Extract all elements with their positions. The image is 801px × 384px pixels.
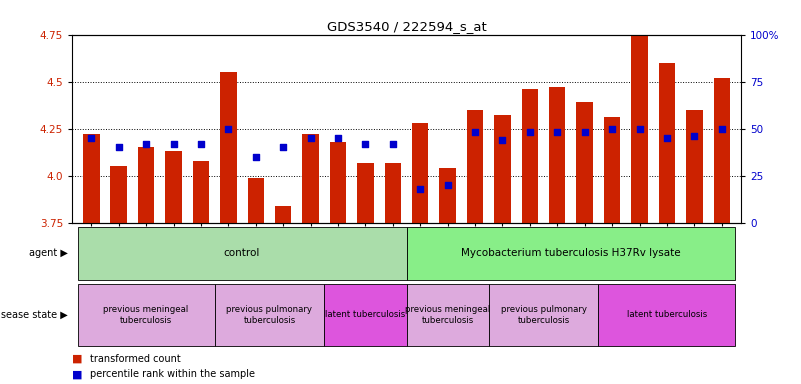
Point bbox=[688, 133, 701, 139]
Bar bbox=[111, 166, 127, 223]
Bar bbox=[330, 142, 346, 223]
Text: previous pulmonary
tuberculosis: previous pulmonary tuberculosis bbox=[227, 305, 312, 324]
Bar bbox=[384, 162, 401, 223]
Bar bbox=[165, 151, 182, 223]
Bar bbox=[407, 227, 735, 280]
Bar bbox=[412, 123, 429, 223]
Bar bbox=[138, 147, 155, 223]
Bar bbox=[407, 284, 489, 346]
Point bbox=[661, 135, 674, 141]
Bar bbox=[489, 284, 598, 346]
Bar bbox=[631, 1, 648, 223]
Text: latent tuberculosis: latent tuberculosis bbox=[325, 310, 405, 319]
Text: latent tuberculosis: latent tuberculosis bbox=[627, 310, 707, 319]
Bar bbox=[220, 72, 236, 223]
Point bbox=[167, 141, 180, 147]
Text: disease state ▶: disease state ▶ bbox=[0, 310, 68, 320]
Bar bbox=[275, 206, 292, 223]
Bar bbox=[467, 110, 483, 223]
Point bbox=[359, 141, 372, 147]
Bar bbox=[324, 284, 407, 346]
Bar bbox=[714, 78, 730, 223]
Text: previous meningeal
tuberculosis: previous meningeal tuberculosis bbox=[103, 305, 189, 324]
Bar bbox=[78, 284, 215, 346]
Point bbox=[195, 141, 207, 147]
Point bbox=[715, 126, 728, 132]
Point bbox=[469, 129, 481, 136]
Point bbox=[222, 126, 235, 132]
Point bbox=[386, 141, 399, 147]
Bar bbox=[494, 116, 511, 223]
Text: previous meningeal
tuberculosis: previous meningeal tuberculosis bbox=[405, 305, 490, 324]
Point bbox=[414, 186, 427, 192]
Bar bbox=[193, 161, 209, 223]
Point bbox=[523, 129, 536, 136]
Bar bbox=[302, 134, 319, 223]
Bar bbox=[83, 134, 99, 223]
Text: transformed count: transformed count bbox=[90, 354, 180, 364]
Point bbox=[633, 126, 646, 132]
Bar bbox=[357, 162, 373, 223]
Point bbox=[496, 137, 509, 143]
Text: agent ▶: agent ▶ bbox=[29, 248, 68, 258]
Bar bbox=[658, 63, 675, 223]
Bar bbox=[577, 102, 593, 223]
Point bbox=[249, 154, 262, 160]
Text: ■: ■ bbox=[72, 369, 86, 379]
Text: ■: ■ bbox=[72, 354, 86, 364]
Bar bbox=[215, 284, 324, 346]
Title: GDS3540 / 222594_s_at: GDS3540 / 222594_s_at bbox=[327, 20, 486, 33]
Point bbox=[85, 135, 98, 141]
Text: percentile rank within the sample: percentile rank within the sample bbox=[90, 369, 255, 379]
Point bbox=[277, 144, 290, 151]
Point bbox=[606, 126, 618, 132]
Text: control: control bbox=[223, 248, 260, 258]
Point bbox=[332, 135, 344, 141]
Point bbox=[551, 129, 564, 136]
Bar bbox=[521, 89, 538, 223]
Bar bbox=[549, 87, 566, 223]
Bar bbox=[604, 118, 620, 223]
Bar bbox=[248, 177, 264, 223]
Bar bbox=[78, 227, 406, 280]
Point bbox=[139, 141, 152, 147]
Bar bbox=[440, 168, 456, 223]
Point bbox=[578, 129, 591, 136]
Point bbox=[112, 144, 125, 151]
Text: Mycobacterium tuberculosis H37Rv lysate: Mycobacterium tuberculosis H37Rv lysate bbox=[461, 248, 681, 258]
Bar bbox=[598, 284, 735, 346]
Point bbox=[441, 182, 454, 188]
Point bbox=[304, 135, 317, 141]
Bar bbox=[686, 110, 702, 223]
Text: previous pulmonary
tuberculosis: previous pulmonary tuberculosis bbox=[501, 305, 586, 324]
